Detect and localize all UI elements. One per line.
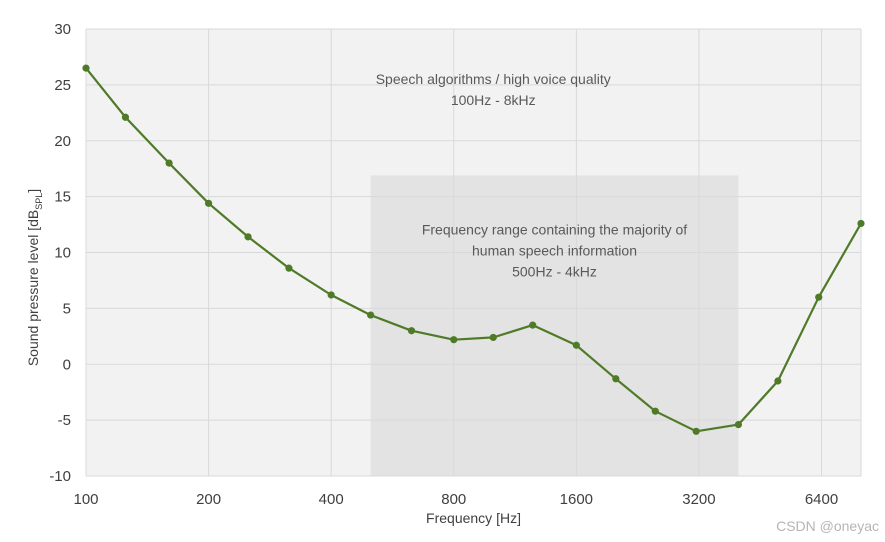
- data-point: [327, 291, 335, 299]
- x-tick-label: 200: [196, 491, 221, 508]
- data-point: [692, 427, 700, 435]
- annotation-line: human speech information: [472, 243, 637, 259]
- x-tick-label: 100: [73, 491, 98, 508]
- data-point: [367, 311, 375, 319]
- annotation-line: Frequency range containing the majority …: [422, 222, 687, 238]
- y-tick-label: 25: [54, 77, 71, 94]
- annotation-line: Speech algorithms / high voice quality: [376, 71, 611, 87]
- data-point: [734, 420, 743, 429]
- annotation-line: 100Hz - 8kHz: [451, 92, 536, 108]
- gridlines: [85, 28, 862, 477]
- y-tick-label: 15: [54, 189, 71, 206]
- annotation-line: 500Hz - 4kHz: [512, 264, 597, 280]
- data-point: [774, 377, 782, 385]
- x-tick-label: 800: [441, 491, 466, 508]
- data-point: [165, 159, 173, 167]
- data-point: [407, 327, 416, 335]
- data-point: [489, 333, 497, 342]
- speech-frequency-shaded-region: [370, 175, 739, 476]
- data-point: [529, 321, 537, 329]
- data-points: [82, 64, 865, 435]
- watermark: CSDN @oneyac: [776, 518, 879, 534]
- x-tick-label: 400: [319, 491, 344, 508]
- data-point: [612, 375, 620, 383]
- y-tick-label: 30: [54, 21, 71, 38]
- y-tick-label: 10: [54, 245, 71, 262]
- x-tick-label: 3200: [682, 491, 715, 508]
- x-axis-title: Frequency [Hz]: [426, 510, 521, 526]
- data-point: [121, 113, 130, 121]
- data-point: [857, 219, 865, 228]
- y-tick-label: 20: [54, 133, 71, 150]
- data-point: [285, 264, 293, 272]
- series-line: [85, 67, 862, 433]
- y-tick-label: -5: [58, 412, 71, 429]
- y-tick-label: 5: [63, 300, 71, 317]
- x-tick-label: 6400: [805, 491, 838, 508]
- y-axis-title-subscript: SPL: [34, 193, 44, 210]
- data-point: [572, 341, 580, 349]
- data-point: [651, 407, 659, 415]
- annotations: Speech algorithms / high voice quality 10…: [376, 71, 688, 280]
- y-axis-title-close: ]: [25, 189, 41, 193]
- x-tick-label: 1600: [560, 491, 593, 508]
- data-point: [450, 336, 458, 344]
- data-point: [244, 233, 252, 241]
- y-tick-label: 0: [63, 356, 71, 373]
- axis-tick-labels: -10 -5 0 5 10 15 20 25 30 100 200 400 800 1600 3200 640…: [49, 21, 838, 508]
- data-point: [815, 293, 823, 301]
- data-point: [204, 199, 213, 207]
- y-axis-title: Sound pressure level [dBSPL]: [25, 189, 44, 366]
- data-point: [82, 64, 90, 72]
- y-tick-label: -10: [49, 468, 71, 485]
- y-axis-title-main: Sound pressure level [dB: [25, 210, 41, 366]
